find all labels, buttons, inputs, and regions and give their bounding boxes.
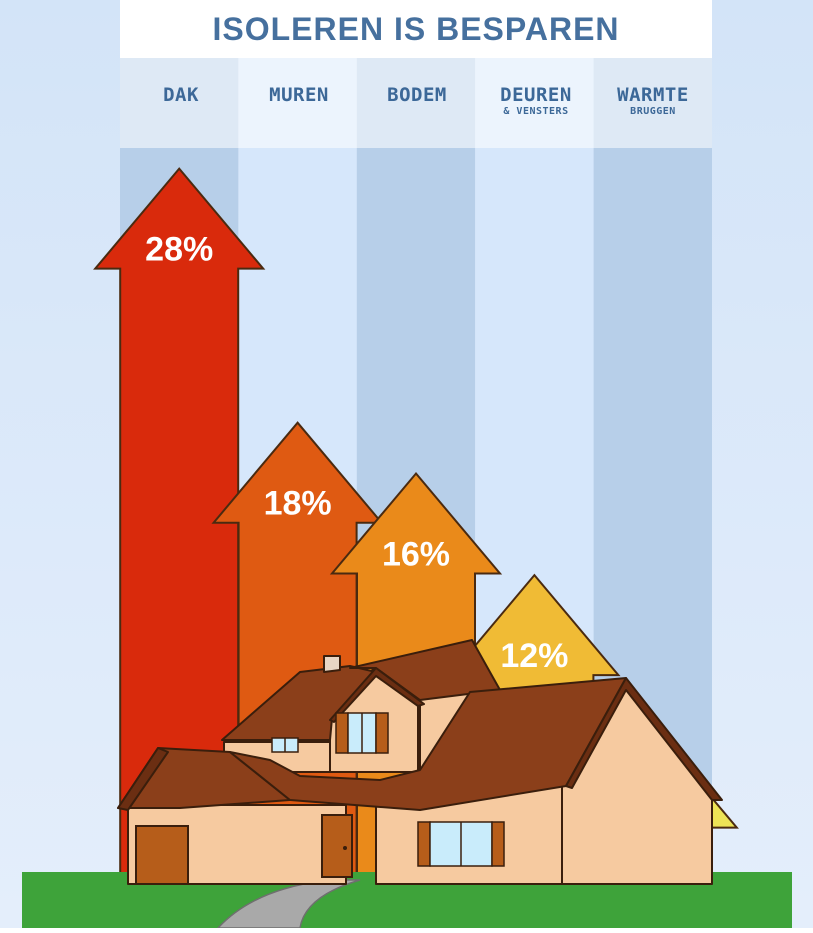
- category-name: DEUREN: [500, 84, 572, 106]
- category-name: MUREN: [269, 84, 329, 106]
- window-shutter: [375, 712, 389, 754]
- value-label: 12%: [500, 637, 568, 675]
- title-band: ISOLEREN IS BESPAREN: [120, 0, 712, 58]
- value-label: 18%: [264, 485, 332, 523]
- value-label: 28%: [145, 231, 213, 269]
- house-roof: [349, 639, 501, 701]
- value-label: 16%: [382, 536, 450, 574]
- chart-title: ISOLEREN IS BESPAREN: [212, 10, 620, 47]
- house-roof: [229, 677, 627, 811]
- category-name: WARMTE: [617, 84, 689, 106]
- category-label-warmte: WARMTE BRUGGEN: [594, 84, 712, 117]
- category-subname: & VENSTERS: [503, 106, 569, 117]
- label-band: [120, 58, 712, 148]
- category-subname: BRUGGEN: [630, 106, 676, 117]
- category-label-muren: MUREN: [240, 84, 358, 106]
- category-name: DAK: [163, 84, 199, 106]
- house-roof-edge: [565, 677, 723, 801]
- window-shutter: [491, 821, 505, 867]
- category-label-deuren: DEUREN & VENSTERS: [477, 84, 595, 117]
- window-shutter: [417, 821, 431, 867]
- front-door: [321, 814, 353, 878]
- window-shutter: [335, 712, 349, 754]
- category-label-dak: DAK: [122, 84, 240, 106]
- chimney: [323, 655, 341, 673]
- grass: [22, 872, 792, 928]
- house-illustration: [117, 639, 723, 885]
- category-label-bodem: BODEM: [358, 84, 476, 106]
- house-roof-edge: [329, 667, 425, 723]
- category-name: BODEM: [387, 84, 447, 106]
- garage-door: [135, 825, 189, 885]
- house-roof-edge: [117, 747, 169, 811]
- door-knob: [343, 846, 347, 850]
